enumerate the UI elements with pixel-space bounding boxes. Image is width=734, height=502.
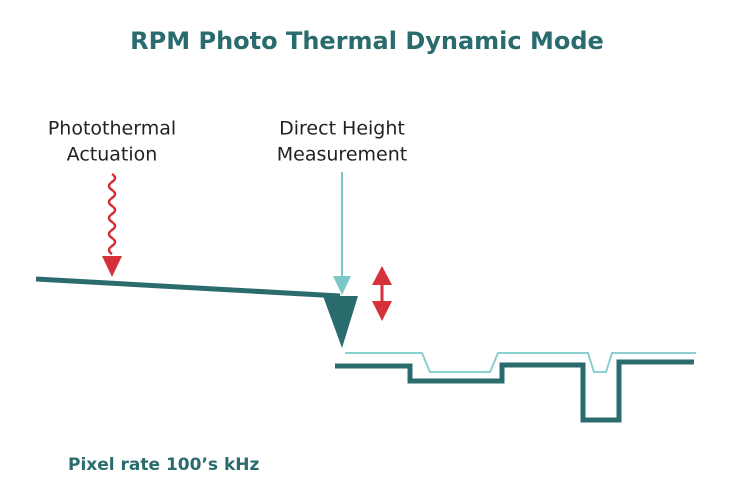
label: Actuation — [67, 144, 158, 166]
arrowhead — [372, 301, 392, 321]
wavy-arrow — [107, 172, 117, 256]
label: Photothermal — [48, 118, 176, 140]
cantilever — [35, 276, 341, 299]
title: RPM Photo Thermal Dynamic Mode — [130, 27, 604, 55]
arrowhead — [102, 256, 122, 277]
sample-surface — [335, 359, 694, 423]
tip — [323, 296, 358, 348]
footer: Pixel rate 100’s kHz — [68, 455, 259, 475]
label: Direct Height — [279, 118, 405, 140]
measured-profile — [345, 352, 696, 373]
arrowhead — [333, 276, 351, 295]
arrowhead — [372, 266, 392, 285]
label: Measurement — [277, 144, 407, 166]
